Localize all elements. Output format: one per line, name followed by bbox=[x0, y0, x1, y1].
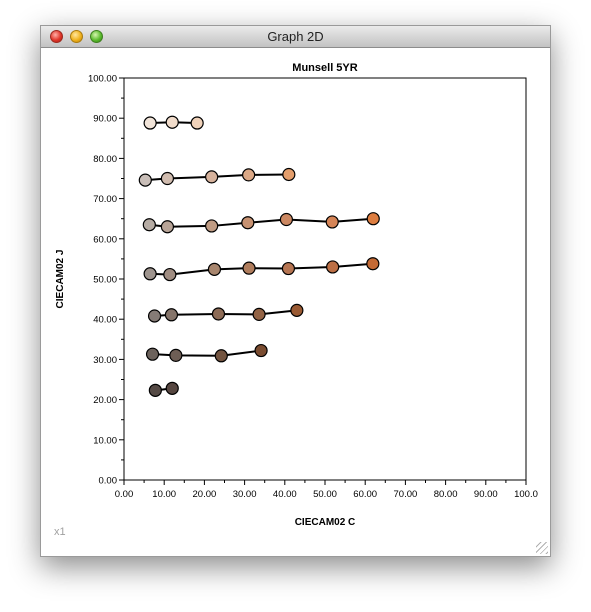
x-tick-label: 20.00 bbox=[193, 489, 217, 500]
data-point bbox=[160, 171, 175, 186]
title-bar[interactable]: Graph 2D bbox=[41, 26, 550, 48]
y-tick-label: 90.00 bbox=[93, 114, 117, 125]
data-point bbox=[242, 261, 256, 275]
data-point bbox=[163, 267, 177, 282]
x-tick-label: 90.00 bbox=[474, 489, 498, 500]
data-point bbox=[211, 307, 226, 321]
data-point bbox=[290, 303, 304, 317]
data-point bbox=[325, 215, 339, 229]
data-point bbox=[143, 267, 157, 281]
y-tick-label: 40.00 bbox=[93, 315, 117, 326]
data-point bbox=[145, 347, 160, 361]
y-axis-title: CIECAM02 J bbox=[55, 250, 66, 309]
x-tick-label: 70.00 bbox=[394, 489, 418, 500]
data-point bbox=[143, 116, 157, 130]
data-point bbox=[326, 260, 340, 274]
data-point bbox=[366, 257, 380, 271]
y-tick-label: 20.00 bbox=[93, 395, 117, 406]
x-tick-label: 100.0 bbox=[514, 489, 538, 500]
data-point bbox=[282, 167, 296, 182]
data-point bbox=[165, 381, 179, 395]
data-point bbox=[252, 307, 266, 321]
data-point bbox=[281, 261, 296, 276]
y-tick-label: 70.00 bbox=[93, 194, 117, 205]
minimize-button[interactable] bbox=[70, 30, 83, 43]
y-axis: 0.00 10.00 20.00 30.00 40.00 50.00 60.00 70.00 8… bbox=[88, 74, 124, 487]
plot-area bbox=[123, 77, 527, 481]
data-point bbox=[165, 115, 179, 129]
data-point bbox=[279, 212, 294, 227]
data-point bbox=[207, 262, 222, 276]
data-point bbox=[214, 349, 228, 363]
y-tick-label: 0.00 bbox=[99, 476, 118, 487]
data-point bbox=[205, 170, 219, 184]
x-tick-label: 10.00 bbox=[152, 489, 176, 500]
data-point bbox=[148, 383, 162, 397]
data-point bbox=[142, 218, 156, 232]
x-tick-label: 80.00 bbox=[434, 489, 458, 500]
resize-grip-icon[interactable] bbox=[536, 542, 548, 554]
chart-title: Munsell 5YR bbox=[292, 62, 357, 74]
x-axis-title: CIECAM02 C bbox=[295, 517, 356, 528]
x-tick-label: 50.00 bbox=[313, 489, 337, 500]
data-point bbox=[190, 116, 204, 130]
zoom-button[interactable] bbox=[90, 30, 103, 43]
window-title: Graph 2D bbox=[267, 29, 324, 44]
series-line bbox=[152, 349, 262, 357]
data-point bbox=[254, 343, 268, 358]
x-tick-label: 60.00 bbox=[353, 489, 377, 500]
x-tick-label: 0.00 bbox=[115, 489, 134, 500]
y-tick-label: 80.00 bbox=[93, 154, 117, 165]
zoom-level: x1 bbox=[54, 526, 66, 538]
x-tick-label: 30.00 bbox=[233, 489, 257, 500]
x-axis: 0.00 10.00 20.00 30.00 40.00 50.00 60.00 70.00 8… bbox=[115, 480, 538, 500]
y-tick-label: 30.00 bbox=[93, 355, 117, 366]
data-point bbox=[169, 348, 183, 362]
data-point bbox=[147, 309, 162, 323]
data-point bbox=[138, 173, 152, 187]
data-point bbox=[242, 168, 256, 182]
close-button[interactable] bbox=[50, 30, 63, 43]
y-tick-label: 50.00 bbox=[93, 275, 117, 286]
y-tick-label: 100.00 bbox=[88, 74, 117, 85]
data-point bbox=[164, 308, 179, 322]
data-point bbox=[366, 212, 380, 226]
data-point bbox=[205, 219, 219, 233]
series-group bbox=[138, 115, 380, 397]
data-point bbox=[241, 216, 255, 230]
y-tick-label: 60.00 bbox=[93, 234, 117, 245]
x-tick-label: 40.00 bbox=[273, 489, 297, 500]
data-point bbox=[160, 220, 175, 234]
y-tick-label: 10.00 bbox=[93, 435, 117, 446]
